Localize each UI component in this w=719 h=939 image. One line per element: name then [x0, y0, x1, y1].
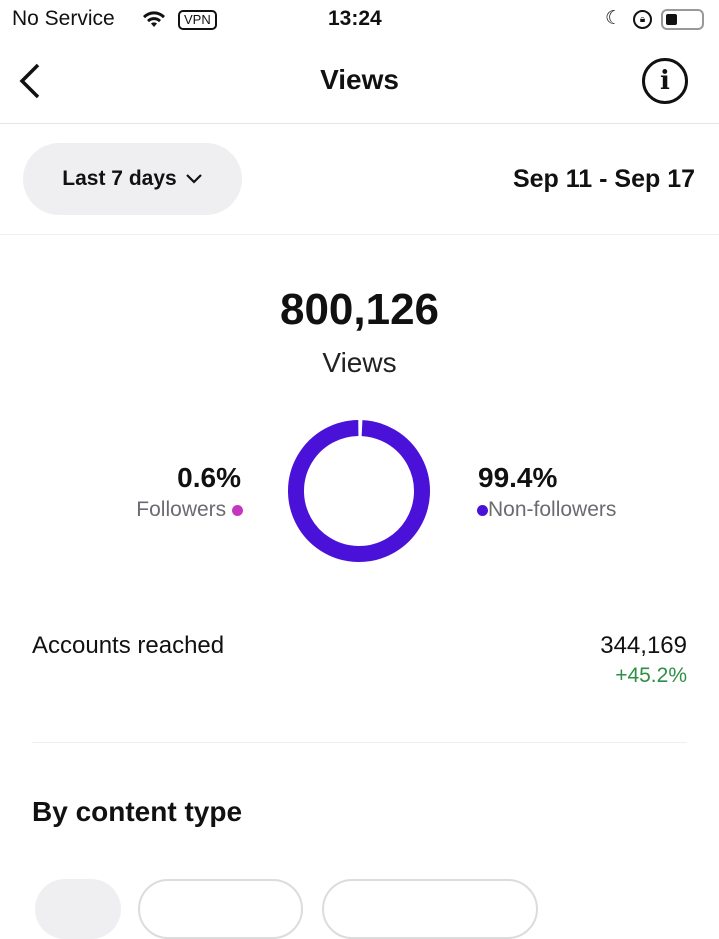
- accounts-reached-value: 344,169: [600, 632, 687, 660]
- donut-slice-non-followers: [296, 428, 422, 554]
- battery-icon: [661, 9, 704, 30]
- divider: [0, 123, 719, 124]
- accounts-reached-change: +45.2%: [615, 664, 687, 688]
- divider: [0, 234, 719, 235]
- followers-legend: Followers: [136, 498, 243, 522]
- accounts-reached-label: Accounts reached: [32, 632, 224, 660]
- vpn-badge: VPN: [178, 10, 217, 30]
- wifi-icon: [142, 10, 166, 28]
- views-donut-chart: [287, 419, 431, 563]
- divider: [32, 742, 687, 743]
- range-label: Last 7 days: [62, 167, 176, 191]
- followers-dot: [232, 505, 243, 516]
- followers-percent: 0.6%: [177, 462, 241, 494]
- carrier: No Service: [12, 7, 115, 31]
- non-followers-label: Non-followers: [488, 498, 616, 521]
- rotation-lock-icon: 🔒︎: [633, 10, 652, 29]
- followers-label: Followers: [136, 498, 226, 521]
- moon-icon: ☾: [605, 7, 622, 30]
- views-label: Views: [0, 347, 719, 379]
- section-title: By content type: [32, 796, 242, 828]
- non-followers-dot: [477, 505, 488, 516]
- content-filter-chip[interactable]: [35, 879, 121, 939]
- page-title: Views: [0, 64, 719, 96]
- content-filter-chip[interactable]: [138, 879, 303, 939]
- clock: 13:24: [328, 7, 382, 31]
- non-followers-legend: Non-followers: [477, 498, 616, 522]
- info-button[interactable]: i: [642, 58, 688, 104]
- chevron-down-icon: [185, 173, 203, 185]
- date-range: Sep 11 - Sep 17: [513, 165, 695, 194]
- non-followers-percent: 99.4%: [478, 462, 557, 494]
- date-range-dropdown[interactable]: Last 7 days: [23, 143, 242, 215]
- views-total: 800,126: [0, 285, 719, 335]
- content-filter-chip[interactable]: [322, 879, 538, 939]
- status-bar: No Service VPN 13:24 ☾ 🔒︎: [0, 0, 719, 40]
